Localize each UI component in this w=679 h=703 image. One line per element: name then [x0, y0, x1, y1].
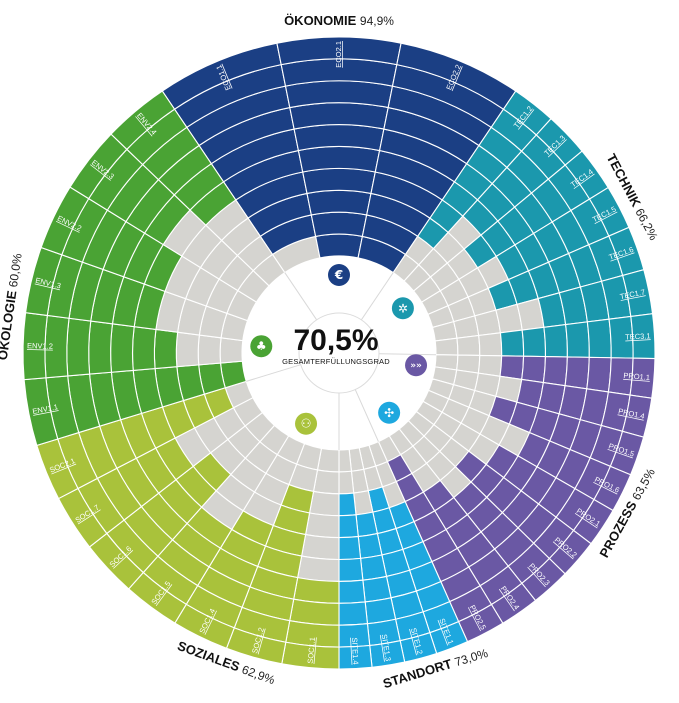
- category-name: ÖKOLOGIE: [0, 286, 20, 361]
- segment-eco2-1-ring-6: [293, 124, 385, 152]
- category-label-0: ÖKONOMIE 94,9%: [284, 13, 394, 28]
- criterion-label-pro1-1: PRO1.1: [623, 371, 650, 382]
- inner-divider-3: [354, 389, 379, 442]
- segment-env1-2-ring-1: [219, 337, 244, 364]
- segment-tec3-1-ring-3: [478, 332, 503, 357]
- criterion-label-tec3-1: TEC3.1: [625, 331, 651, 341]
- segment-tec3-1-ring-1: [434, 337, 459, 356]
- segment-site1-3-ring-6: [359, 554, 388, 581]
- segment-eco2-1-ring-2: [310, 211, 368, 238]
- segment-site1-3-ring-7: [362, 575, 392, 603]
- segment-eco2-1-ring-5: [297, 146, 381, 173]
- category-percent: 60,0%: [6, 252, 25, 288]
- category-percent: 66,2%: [632, 206, 660, 243]
- segment-soc1-1-ring-5: [300, 533, 340, 561]
- segment-env1-2-ring-5: [131, 326, 157, 371]
- inner-circle: [298, 312, 380, 394]
- segment-tec3-1-ring-2: [456, 334, 481, 357]
- segment-tec3-1-ring-7: [565, 321, 590, 358]
- segment-tec3-1-ring-4: [499, 329, 525, 357]
- svg-text:€: €: [334, 268, 343, 282]
- segment-site1-4-ring-8: [338, 601, 369, 626]
- inner-divider-5: [246, 364, 301, 382]
- segment-env1-2-ring-2: [197, 334, 222, 366]
- total-label: GESAMTERFÜLLUNGSGRAD: [282, 357, 390, 366]
- svg-text:✲: ✲: [398, 301, 408, 315]
- segment-site1-4-ring-3: [338, 492, 357, 517]
- inner-divider-0: [284, 272, 318, 321]
- segment-site1-4-ring-7: [338, 579, 366, 604]
- inner-divider-2: [378, 353, 436, 356]
- segment-env1-2-ring-4: [153, 328, 179, 370]
- tree-icon: ♣: [250, 335, 273, 358]
- segment-pro1-1-ring-6: [542, 356, 568, 387]
- segment-eco2-1-ring-7: [289, 102, 389, 130]
- segment-tec3-1-ring-6: [543, 323, 568, 358]
- segment-env1-2-ring-8: [66, 317, 92, 377]
- segment-tec3-1-ring-5: [521, 326, 547, 358]
- segment-soc1-1-ring-6: [297, 555, 340, 582]
- segment-env2-4-ring-10: [110, 90, 176, 151]
- segment-site1-4-ring-5: [338, 535, 362, 561]
- segment-soc1-1-ring-3: [308, 490, 340, 517]
- criterion-label-env1-2: ENV1.2: [27, 341, 53, 351]
- inner-divider-1: [360, 272, 394, 321]
- segment-soc1-1-ring-7: [293, 576, 340, 604]
- category-percent: 94,9%: [360, 14, 394, 28]
- chart-center: 70,5% GESAMTERFÜLLUNGSGRAD: [282, 324, 390, 366]
- svg-text:♣: ♣: [256, 339, 267, 353]
- criterion-label-soc1-1: SOC1.1: [306, 637, 317, 664]
- segment-pro1-1-ring-8: [586, 356, 612, 393]
- segment-pro1-1-ring-7: [564, 356, 590, 390]
- category-percent: 63,5%: [629, 466, 658, 503]
- criterion-label-site1-4: SITE1.4: [350, 637, 360, 665]
- segment-soc1-1-ring-4: [304, 512, 340, 539]
- segment-pro1-1-ring-5: [521, 355, 547, 384]
- segment-pro1-1-ring-4: [499, 355, 525, 381]
- euro-icon: €: [328, 264, 350, 286]
- segment-site1-4-ring-1: [338, 448, 353, 473]
- segment-site1-3-ring-5: [357, 532, 383, 559]
- segment-eco2-1-ring-1: [314, 233, 364, 259]
- segment-site1-4-ring-4: [338, 514, 359, 539]
- category-percent: 62,9%: [240, 663, 277, 688]
- svg-text:»»: »»: [410, 361, 422, 371]
- category-percent: 73,0%: [453, 646, 490, 669]
- location-icon: ✣: [378, 401, 401, 424]
- segment-site1-4-ring-6: [338, 557, 364, 582]
- criterion-label-eco2-1: ECO2.1: [334, 41, 343, 68]
- segment-tec3-1-ring-8: [586, 318, 612, 359]
- gears-icon: ✲: [391, 297, 414, 320]
- process-icon: »»: [405, 354, 428, 377]
- segment-eco2-1-ring-3: [306, 189, 372, 216]
- criterion-label-site1-3: SITE1.3: [380, 634, 393, 662]
- segment-eco2-1-ring-4: [302, 167, 376, 195]
- people-icon: ⚇: [295, 412, 318, 435]
- segment-env1-2-ring-3: [175, 331, 200, 368]
- segment-soc1-1-ring-8: [289, 598, 340, 626]
- total-percentage: 70,5%: [293, 324, 378, 357]
- segment-site1-4-ring-2: [338, 470, 355, 495]
- svg-text:✣: ✣: [384, 406, 394, 420]
- segment-env1-2-ring-7: [88, 320, 114, 375]
- chart-segments: [22, 36, 656, 670]
- category-label-5: ÖKOLOGIE 60,0%: [0, 252, 25, 361]
- svg-text:⚇: ⚇: [301, 417, 312, 431]
- segment-env1-2-ring-6: [110, 323, 135, 373]
- category-name: ÖKONOMIE: [284, 13, 360, 28]
- category-icons: € ✲ »» ✣ ⚇ ♣: [250, 264, 428, 435]
